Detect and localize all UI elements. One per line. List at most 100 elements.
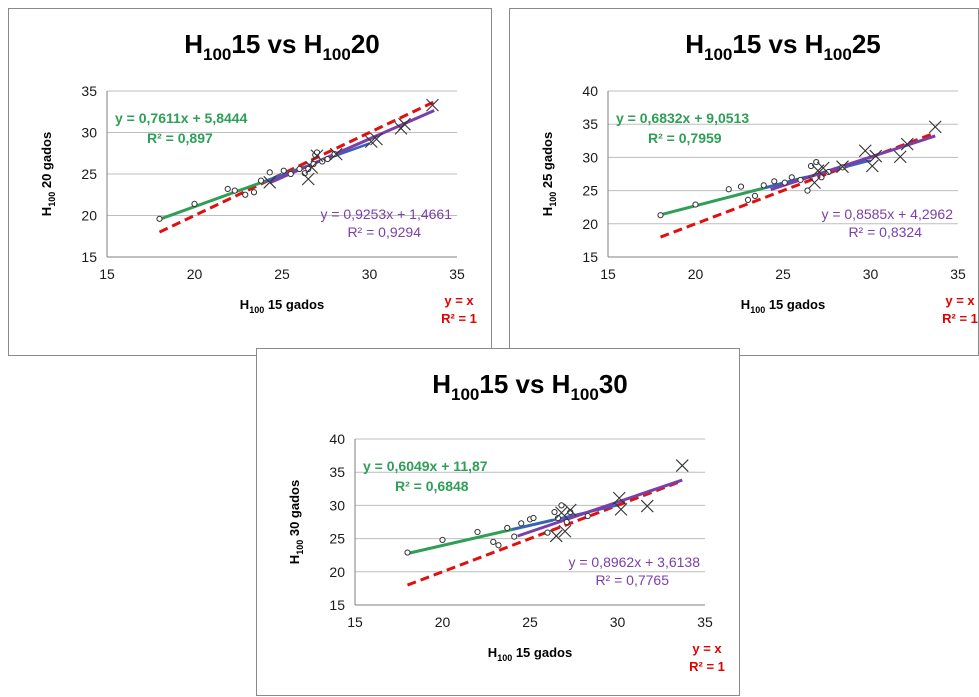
x-tick-label: 25: [522, 614, 538, 630]
chart-title: H10015 vs H10025: [685, 29, 881, 64]
x-tick-label: 15: [600, 266, 616, 282]
scatter-point-circle: [310, 160, 317, 168]
scatter-point-cross: [928, 120, 942, 134]
y-tick-label: 20: [582, 216, 598, 232]
scatter-point-cross: [836, 160, 849, 174]
x-tick-label: 35: [449, 266, 465, 282]
scatter-point-circle: [751, 192, 759, 200]
x-tick-label: 30: [362, 266, 378, 282]
green-fit-r-squared: R² = 0,6848: [395, 478, 469, 494]
scatter-point-circle: [156, 215, 163, 222]
green-fit-r-squared: R² = 0,7959: [648, 130, 722, 146]
scatter-point-circle: [511, 533, 518, 540]
y-tick-label: 35: [582, 116, 598, 132]
scatter-point-cross: [808, 176, 821, 190]
y-tick-label: 35: [329, 464, 345, 480]
scatter-point-cross: [900, 137, 914, 151]
y-tick-label: 30: [329, 497, 345, 513]
scatter-point-circle: [788, 174, 795, 181]
scatter-point-cross: [612, 491, 626, 505]
scatter-point-circle: [725, 186, 732, 193]
trendline-purple: [770, 134, 936, 191]
x-tick-label: 15: [99, 266, 115, 282]
reference-line-label: y = x: [945, 293, 975, 308]
scatter-point-circle: [266, 169, 273, 176]
y-tick-label: 15: [329, 597, 345, 613]
scatter-point-cross: [816, 161, 830, 175]
chart-svg: H10015 vs H10030 15 20 25 30 35 40 15 20 25 30 35 H1…: [287, 369, 725, 674]
chart-svg: H10015 vs H10020 15 20 25 30 35 15 20 25 30 35 H100…: [39, 29, 477, 326]
chart-title: H10015 vs H10020: [184, 29, 380, 64]
scatter-point-cross: [563, 503, 577, 517]
scatter-point-circle: [518, 520, 525, 527]
reference-line-r-squared: R² = 1: [689, 659, 725, 674]
reference-line-r-squared: R² = 1: [441, 311, 477, 326]
green-fit-equation: y = 0,7611x + 5,8444: [115, 110, 248, 126]
scatter-point-circle: [224, 185, 231, 193]
scatter-point-circle: [530, 514, 537, 522]
x-axis-label: H100 15 gados: [488, 645, 572, 663]
reference-line-label: y = x: [444, 293, 474, 308]
scatter-point-cross: [310, 149, 324, 163]
scatter-point-cross: [675, 459, 689, 472]
scatter-point-circle: [296, 165, 303, 173]
scatter-point-circle: [554, 514, 562, 522]
purple-fit-equation: y = 0,8585x + 4,2962: [821, 206, 953, 222]
scatter-point-circle: [191, 200, 198, 207]
scatter-point-cross: [869, 149, 883, 163]
reference-line-r-squared: R² = 1: [942, 311, 978, 326]
chart-svg: H10015 vs H10025 15 20 25 30 35 40 15 20 25 30 35 H1…: [540, 29, 978, 326]
y-tick-label: 20: [81, 208, 97, 224]
x-tick-label: 30: [863, 266, 879, 282]
scatter-point-circle: [797, 176, 804, 184]
scatter-point-circle: [504, 524, 511, 532]
reference-line-label: y = x: [692, 641, 722, 656]
scatter-point-circle: [563, 518, 570, 526]
chart-panel-h20: H10015 vs H10020 15 20 25 30 35 15 20 25 30 35 H100…: [8, 8, 492, 356]
scatter-point-cross: [555, 506, 568, 520]
x-tick-label: 20: [688, 266, 704, 282]
x-tick-label: 35: [950, 266, 966, 282]
scatter-point-cross: [301, 172, 315, 186]
reference-line-y-equals-x: [158, 100, 435, 234]
trendline-purple: [517, 478, 683, 538]
scatter-point-circle: [558, 502, 565, 509]
x-tick-label: 20: [187, 266, 203, 282]
scatter-point-circle: [692, 201, 699, 208]
scatter-point-cross: [614, 502, 628, 516]
scatter-point-circle: [813, 158, 820, 166]
scatter-point-circle: [490, 538, 497, 546]
purple-fit-r-squared: R² = 0,8324: [848, 224, 922, 240]
y-tick-label: 30: [582, 149, 598, 165]
scatter-point-circle: [657, 212, 664, 219]
y-axis-label: H100 25 gados: [540, 132, 558, 216]
green-fit-equation: y = 0,6049x + 11,87: [363, 458, 488, 474]
scatter-point-circle: [439, 536, 446, 544]
x-tick-label: 30: [610, 614, 626, 630]
scatter-point-cross: [426, 98, 439, 112]
y-tick-label: 40: [582, 83, 598, 99]
scatter-point-cross: [549, 529, 563, 543]
x-tick-label: 25: [274, 266, 290, 282]
x-axis-label: H100 15 gados: [240, 297, 324, 315]
scatter-point-circle: [257, 177, 265, 184]
scatter-point-cross: [858, 144, 872, 158]
scatter-point-circle: [544, 529, 551, 536]
scatter-point-cross: [370, 132, 383, 146]
scatter-point-circle: [744, 196, 752, 203]
trendline-purple: [269, 109, 435, 185]
scatter-point-cross: [263, 175, 277, 189]
scatter-point-cross: [329, 147, 343, 161]
scatter-point-circle: [584, 512, 591, 520]
chart-panel-h30: H10015 vs H10030 15 20 25 30 35 40 15 20 25 30 35 H1…: [256, 348, 740, 696]
scatter-point-circle: [242, 191, 249, 198]
scatter-point-circle: [280, 167, 287, 174]
scatter-point-circle: [551, 508, 558, 516]
scatter-point-circle: [495, 542, 502, 549]
y-tick-label: 15: [582, 249, 598, 265]
purple-fit-r-squared: R² = 0,7765: [595, 572, 669, 588]
scatter-point-circle: [760, 182, 767, 189]
purple-fit-equation: y = 0,8962x + 3,6138: [568, 554, 700, 570]
y-tick-label: 25: [329, 531, 345, 547]
x-axis-label: H100 15 gados: [741, 297, 825, 315]
